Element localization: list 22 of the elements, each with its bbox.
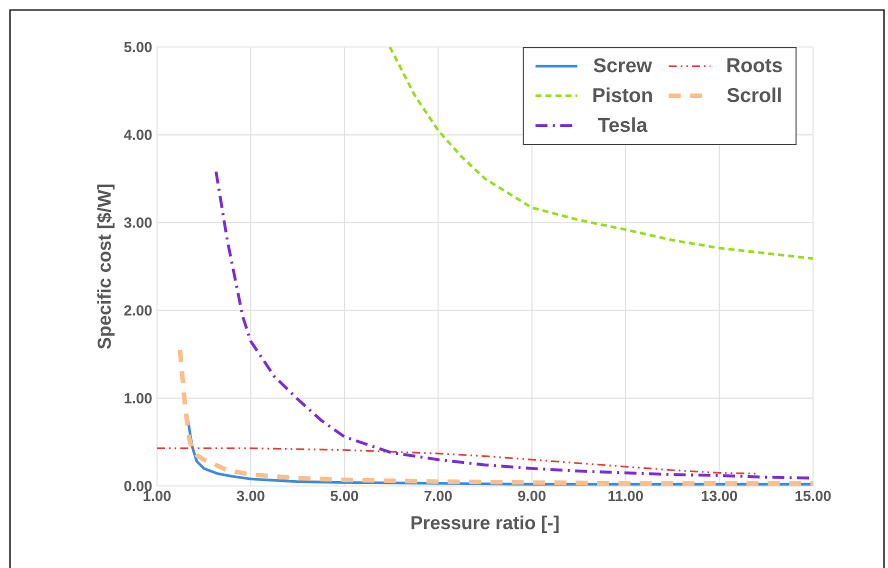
x-tick-label: 9.00 <box>518 490 546 502</box>
x-tick-label: 7.00 <box>424 490 452 502</box>
x-tick-label: 1.00 <box>144 490 171 502</box>
x-tick-label: 13.00 <box>702 490 738 502</box>
line-series <box>388 47 814 260</box>
y-tick-label: 5.00 <box>124 42 152 52</box>
x-tick-label: 11.00 <box>608 490 643 502</box>
legend-label: Tesla <box>598 117 648 132</box>
x-axis-title: Pressure ratio [-] <box>412 516 559 533</box>
x-tick-label: 3.00 <box>236 490 264 502</box>
legend-label: Roots <box>727 58 782 72</box>
y-tick-label: 1.00 <box>124 393 152 404</box>
y-tick-label: 4.00 <box>124 130 152 140</box>
x-tick-label: 15.00 <box>796 490 831 502</box>
x-tick-label: 5.00 <box>330 490 358 502</box>
legend-label: Screw <box>594 58 652 72</box>
y-axis-title: Specific cost [$/W] <box>96 184 115 349</box>
legend-label: Piston <box>593 88 652 102</box>
y-tick-label: 3.00 <box>124 217 152 228</box>
y-tick-label: 0.00 <box>124 480 152 492</box>
legend-label: Scroll <box>727 88 781 102</box>
y-tick-label: 2.00 <box>124 305 152 316</box>
